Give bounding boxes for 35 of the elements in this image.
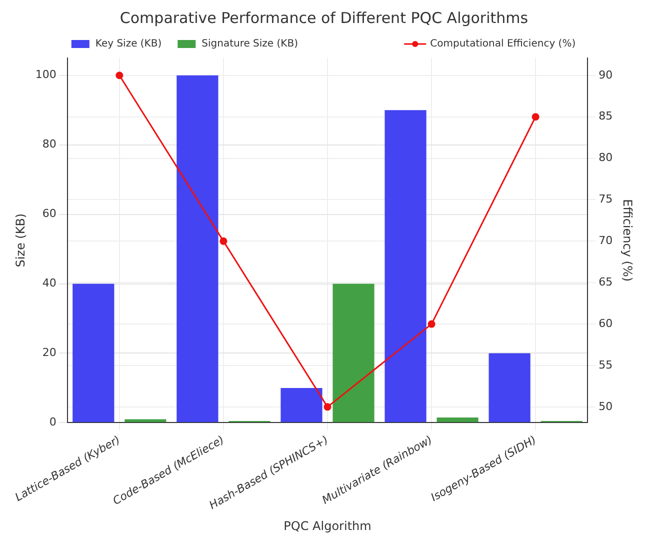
bar bbox=[436, 417, 478, 422]
point bbox=[116, 72, 124, 80]
y-tick-label: 60 bbox=[42, 207, 56, 220]
y2-tick-label: 90 bbox=[598, 68, 613, 82]
bar bbox=[488, 353, 530, 422]
point bbox=[428, 320, 436, 328]
x-axis-title: PQC Algorithm bbox=[284, 518, 372, 533]
legend-label: Key Size (KB) bbox=[95, 38, 162, 50]
y-tick-label: 100 bbox=[35, 68, 56, 82]
y2-tick-label: 60 bbox=[598, 316, 613, 330]
chart-title: Comparative Performance of Different PQC Algorithms bbox=[120, 8, 528, 27]
y-tick-label: 0 bbox=[49, 416, 56, 429]
bar bbox=[124, 419, 166, 422]
y-axis-title: Size (KB) bbox=[13, 213, 28, 268]
y2-tick-label: 65 bbox=[598, 275, 613, 288]
legend-label: Signature Size (KB) bbox=[202, 38, 298, 50]
point bbox=[532, 113, 540, 121]
bar bbox=[384, 110, 426, 422]
y-tick-label: 80 bbox=[42, 138, 56, 151]
point bbox=[220, 237, 228, 245]
y2-tick-label: 80 bbox=[598, 151, 613, 164]
bar bbox=[280, 388, 322, 422]
legend-label: Computational Efficiency (%) bbox=[430, 38, 576, 50]
y2-tick-label: 50 bbox=[598, 400, 613, 413]
bar bbox=[72, 284, 114, 422]
bar bbox=[176, 75, 218, 422]
y-tick-label: 20 bbox=[42, 346, 56, 360]
y-tick-label: 40 bbox=[42, 276, 56, 290]
y2-tick-label: 55 bbox=[598, 358, 613, 372]
bar bbox=[332, 284, 374, 422]
y2-axis-title: Efficiency (%) bbox=[620, 199, 635, 282]
point bbox=[324, 403, 332, 411]
y2-tick-label: 75 bbox=[598, 192, 613, 206]
y2-tick-label: 70 bbox=[598, 234, 613, 248]
y2-tick-label: 85 bbox=[598, 110, 613, 123]
